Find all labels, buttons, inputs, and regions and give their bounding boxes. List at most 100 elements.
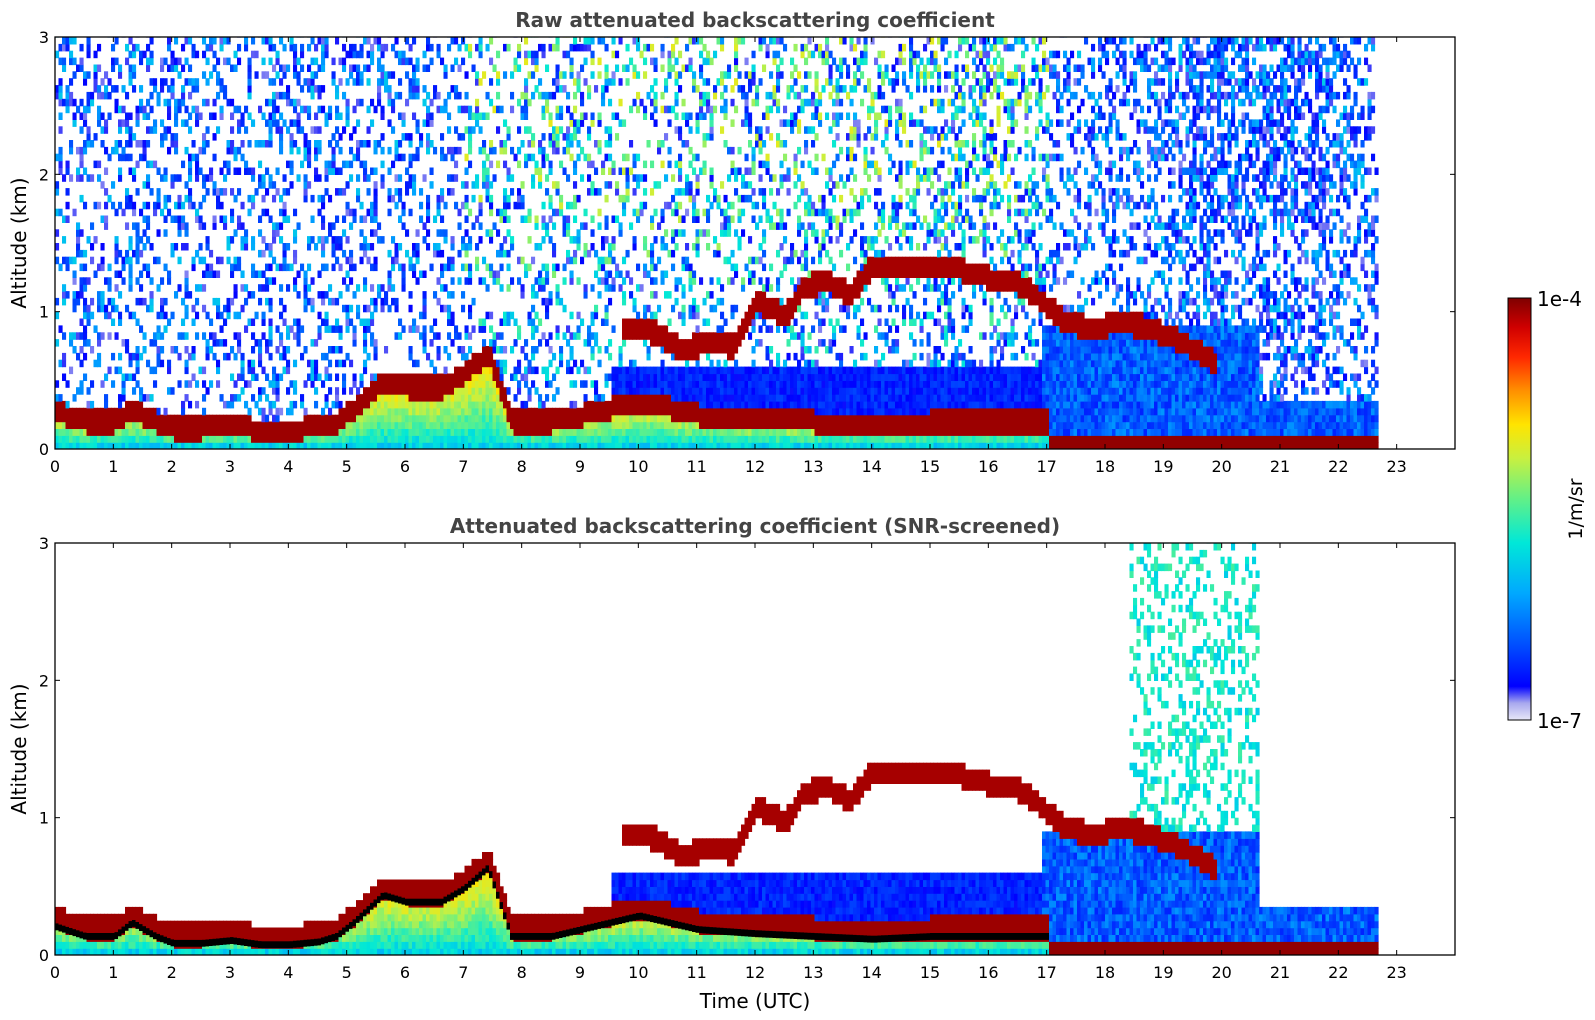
heat-cell [69,91,74,100]
heat-cell [534,243,539,251]
heat-cell [237,311,242,320]
heat-cell [639,421,644,429]
heat-cell [146,359,151,368]
heat-cell [569,71,574,79]
heat-cell [499,318,504,326]
heat-cell [534,215,539,223]
heat-cell [107,194,112,203]
heat-cell [667,414,672,423]
heat-cell [450,291,455,299]
heat-cell [356,50,361,59]
heat-cell [443,304,448,313]
heat-cell [559,208,564,217]
heat-cell [674,373,679,381]
heat-cell [254,442,259,449]
heat-cell [142,407,147,416]
heat-cell [324,421,329,429]
heat-cell [181,160,186,169]
heat-cell [118,153,123,162]
heat-cell [720,435,725,443]
heat-cell [279,37,284,45]
heat-cell [258,249,263,258]
heat-cell [188,126,193,134]
heat-cell [594,188,599,196]
heat-cell [695,243,700,251]
heat-cell [727,394,732,402]
heat-cell [727,222,732,230]
heat-cell [422,222,427,230]
heat-cell [503,188,508,196]
heat-cell [527,311,532,320]
heat-cell [681,380,686,388]
heat-cell [706,407,711,416]
heat-cell [345,112,350,120]
heat-cell [261,208,266,217]
heat-cell [146,222,151,230]
heat-cell [275,263,280,272]
heat-cell [573,332,578,340]
heat-cell [450,188,455,196]
heat-cell [338,421,343,429]
heat-cell [97,332,102,340]
heat-cell [702,435,707,443]
heat-cell [181,318,186,326]
heat-cell [328,359,333,368]
heat-cell [583,78,588,86]
heat-cell [478,208,483,217]
heat-cell [429,435,434,443]
heat-cell [286,325,291,333]
heat-cell [702,98,707,107]
heat-cell [149,428,154,436]
heat-cell [674,229,679,237]
heat-cell [489,373,494,381]
heat-cell [527,236,532,244]
heat-cell [338,112,343,120]
heat-cell [163,174,168,182]
heat-cell [510,346,515,354]
heat-cell [737,194,742,203]
heat-cell [230,208,235,217]
heat-cell [555,332,560,340]
heat-cell [653,263,658,272]
heat-cell [289,133,294,141]
heat-cell [580,359,585,368]
heat-cell [671,332,676,340]
heat-cell [377,78,382,86]
heat-cell [268,318,273,326]
heat-cell [629,57,634,66]
heat-cell [104,277,109,285]
heat-cell [212,37,217,45]
heat-cell [562,215,567,223]
heat-cell [650,57,655,66]
heat-cell [142,215,147,223]
heat-cell [342,160,347,169]
heat-cell [303,174,308,182]
heat-cell [125,153,130,162]
heat-cell [590,112,595,120]
heat-cell [713,414,718,423]
heat-cell [286,98,291,107]
heat-cell [289,325,294,333]
heat-cell [737,167,742,175]
heat-cell [720,181,725,189]
heat-cell [622,297,627,306]
heat-cell [611,394,616,402]
heat-cell [170,215,175,223]
heat-cell [321,414,326,423]
heat-cell [324,435,329,443]
heat-cell [706,318,711,326]
heat-cell [86,91,91,100]
heat-cell [366,352,371,361]
heat-cell [97,263,102,272]
heat-cell [513,442,518,449]
heat-cell [335,215,340,223]
heat-cell [709,414,714,423]
heat-cell [709,119,714,127]
heat-cell [660,380,665,388]
heat-cell [748,304,753,313]
heat-cell [615,380,620,388]
heat-cell [692,373,697,381]
heat-cell [296,332,301,340]
heat-cell [604,181,609,189]
heat-cell [478,366,483,375]
